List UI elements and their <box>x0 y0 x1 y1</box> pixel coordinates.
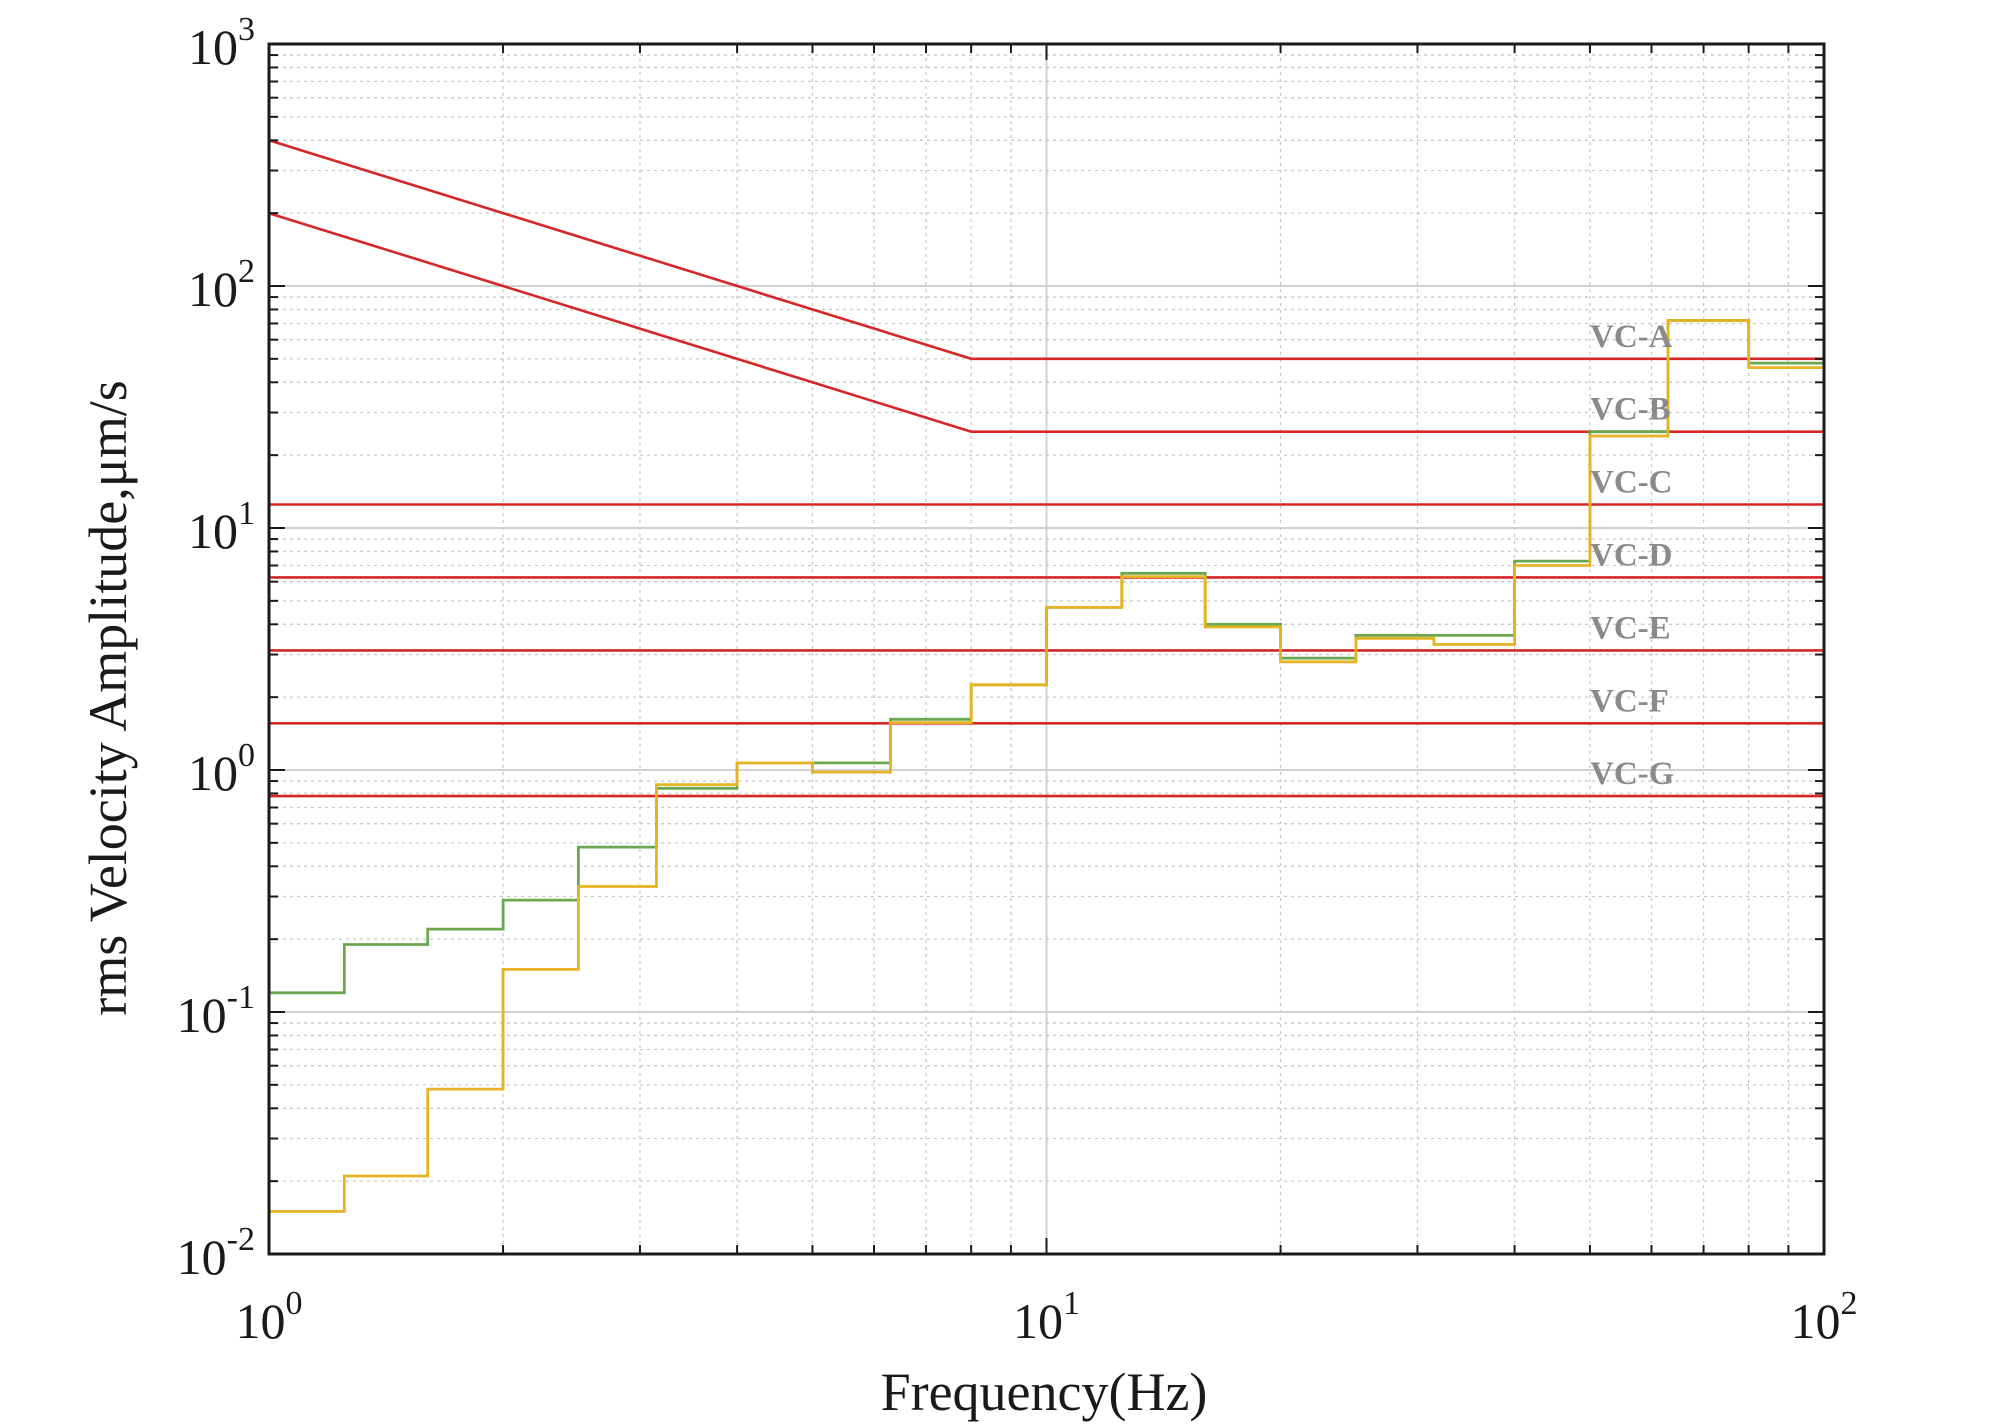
vc-criteria-labels: VC-A VC-B VC-C VC-D VC-E VC-F VC-G <box>1590 319 1674 792</box>
criterion-label-vc-e: VC-E <box>1590 610 1671 646</box>
x-tick-labels: 100 101 102 <box>236 1285 1858 1349</box>
grid <box>269 44 1824 1254</box>
x-tick-label: 101 <box>1013 1285 1080 1349</box>
x-tick-label: 100 <box>236 1285 303 1349</box>
x-axis-label: Frequency(Hz) <box>881 1362 1208 1422</box>
y-tick-label: 10-1 <box>177 979 255 1043</box>
criterion-line-vc-b <box>268 211 1824 434</box>
criterion-label-vc-a: VC-A <box>1590 319 1673 355</box>
y-tick-label: 100 <box>188 737 255 801</box>
y-tick-label: 102 <box>188 253 255 317</box>
series-line-2 <box>269 319 1824 1213</box>
y-tick-label: 101 <box>188 495 255 559</box>
y-tick-labels: 10-2 10-1 100 101 102 103 <box>177 11 255 1285</box>
criterion-label-vc-b: VC-B <box>1590 392 1671 428</box>
criterion-label-vc-d: VC-D <box>1590 537 1672 573</box>
data-series <box>269 319 1824 1213</box>
criterion-label-vc-g: VC-G <box>1590 756 1674 792</box>
y-tick-label: 10-2 <box>177 1221 255 1285</box>
x-tick-label: 102 <box>1791 1285 1858 1349</box>
criterion-line-vc-a <box>268 139 1824 361</box>
criterion-label-vc-f: VC-F <box>1590 683 1669 719</box>
y-tick-label: 103 <box>188 11 255 75</box>
y-axis-label: rms Velocity Amplitude,μm/s <box>78 380 138 1015</box>
tick-marks <box>268 44 1824 1255</box>
criterion-label-vc-c: VC-C <box>1590 465 1672 501</box>
